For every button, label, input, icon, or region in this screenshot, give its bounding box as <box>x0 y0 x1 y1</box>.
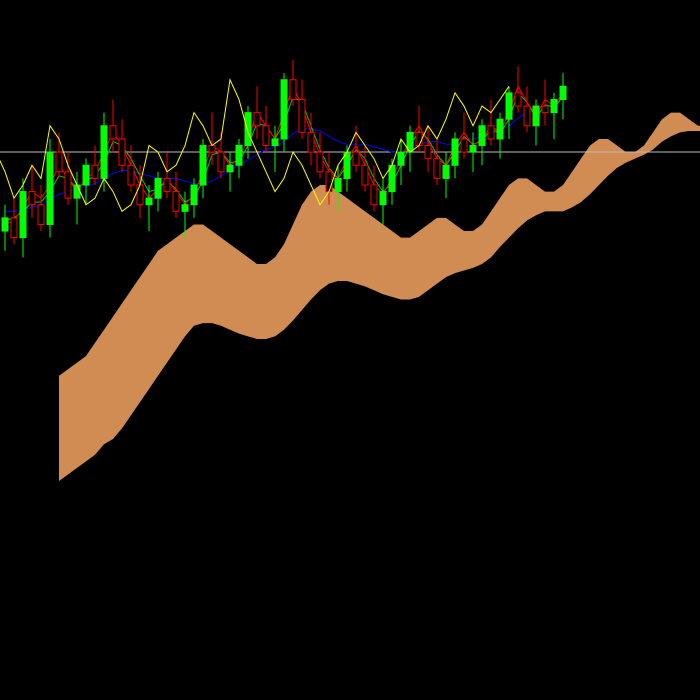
bearish-candle <box>515 93 521 106</box>
bullish-candle <box>335 178 341 191</box>
bearish-candle <box>425 146 431 159</box>
bearish-candle <box>128 165 134 185</box>
bearish-candle <box>209 146 215 153</box>
bearish-candle <box>65 172 71 198</box>
bearish-candle <box>362 165 368 185</box>
bearish-candle <box>434 159 440 179</box>
bullish-candle <box>533 106 539 126</box>
bearish-candle <box>254 113 260 126</box>
bearish-candle <box>56 152 62 172</box>
bearish-candle <box>353 152 359 165</box>
bullish-candle <box>479 126 485 146</box>
bullish-candle <box>74 185 80 198</box>
bearish-candle <box>92 165 98 178</box>
bearish-candle <box>38 205 44 225</box>
bearish-candle <box>290 80 296 100</box>
bearish-candle <box>326 172 332 192</box>
bullish-candle <box>236 146 242 166</box>
bullish-candle <box>443 165 449 178</box>
bearish-candle <box>110 126 116 139</box>
bullish-candle <box>146 198 152 205</box>
bearish-candle <box>119 139 125 165</box>
bearish-candle <box>317 152 323 172</box>
bullish-candle <box>551 99 557 112</box>
bullish-candle <box>200 146 206 185</box>
bearish-candle <box>29 192 35 205</box>
bullish-candle <box>452 139 458 165</box>
bullish-candle <box>227 165 233 172</box>
bullish-candle <box>497 119 503 139</box>
bullish-candle <box>272 139 278 146</box>
bearish-candle <box>173 192 179 212</box>
bearish-candle <box>164 178 170 191</box>
bullish-candle <box>191 185 197 205</box>
bearish-candle <box>218 152 224 172</box>
bearish-candle <box>308 132 314 152</box>
bullish-candle <box>380 192 386 205</box>
bearish-candle <box>542 106 548 113</box>
bearish-candle <box>371 185 377 205</box>
bearish-candle <box>263 126 269 146</box>
bullish-candle <box>101 126 107 179</box>
bullish-candle <box>182 205 188 212</box>
bullish-candle <box>20 192 26 238</box>
bearish-candle <box>488 126 494 139</box>
bullish-candle <box>245 113 251 146</box>
bullish-candle <box>83 165 89 185</box>
bearish-candle <box>461 139 467 152</box>
bullish-candle <box>470 146 476 153</box>
bearish-candle <box>11 218 17 238</box>
bullish-candle <box>398 152 404 165</box>
bullish-candle <box>560 86 566 99</box>
bearish-candle <box>524 106 530 126</box>
bullish-candle <box>155 178 161 198</box>
bullish-candle <box>281 80 287 139</box>
bearish-candle <box>137 185 143 205</box>
bullish-candle <box>47 152 53 224</box>
bearish-candle <box>299 99 305 132</box>
bullish-candle <box>506 93 512 119</box>
bullish-candle <box>2 218 8 231</box>
ichimoku-candlestick-chart <box>0 0 700 700</box>
bearish-candle <box>416 132 422 145</box>
